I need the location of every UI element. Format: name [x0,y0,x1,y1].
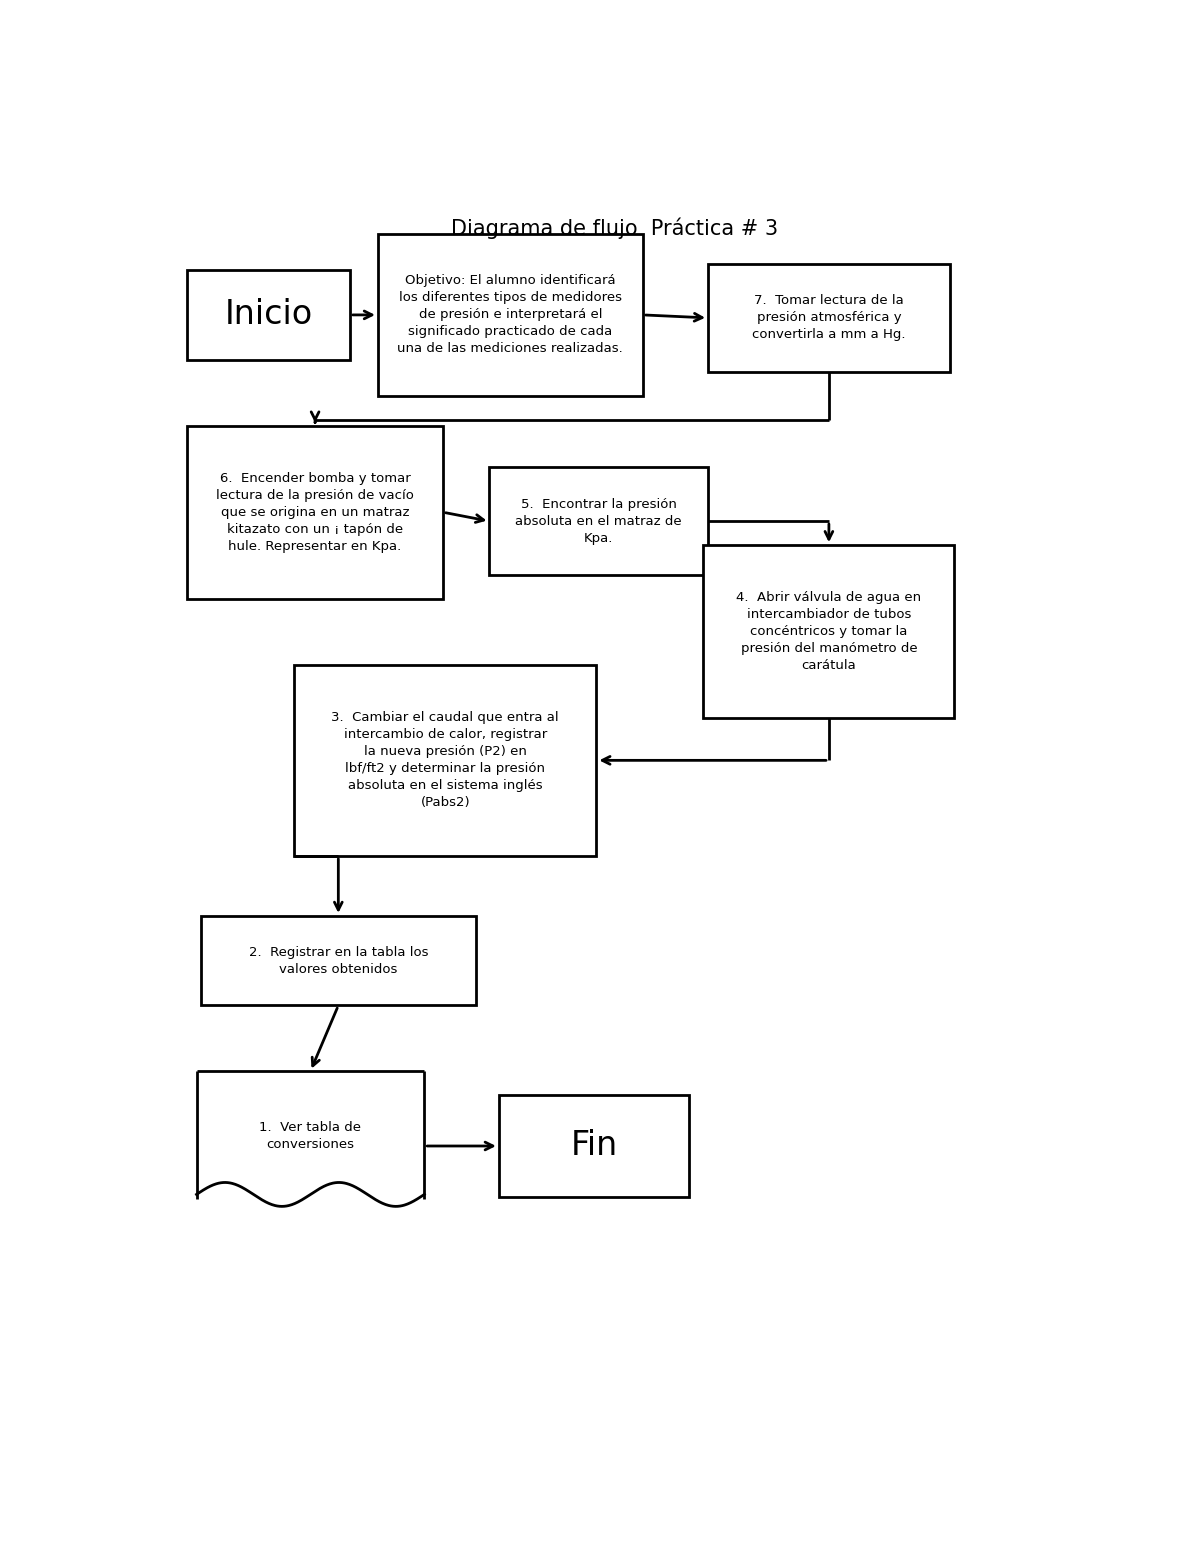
Bar [294,665,596,856]
Bar [187,426,443,599]
Text: Diagrama de flujo  Práctica # 3: Diagrama de flujo Práctica # 3 [451,217,779,239]
Bar [703,545,954,719]
Bar [499,1095,689,1197]
Text: 1.  Ver tabla de
conversiones: 1. Ver tabla de conversiones [259,1121,361,1151]
Text: 3.  Cambiar el caudal que entra al
intercambio de calor, registrar
la nueva pres: 3. Cambiar el caudal que entra al interc… [331,711,559,809]
Bar [187,270,350,360]
Text: Fin: Fin [570,1129,618,1163]
Text: 6.  Encender bomba y tomar
lectura de la presión de vacío
que se origina en un m: 6. Encender bomba y tomar lectura de la … [216,472,414,553]
Bar [708,264,950,371]
Bar [197,1072,425,1199]
Bar [490,467,708,575]
Text: Inicio: Inicio [224,298,313,331]
Bar [202,916,475,1005]
Bar [378,235,643,396]
Bar [197,1191,425,1221]
Text: 5.  Encontrar la presión
absoluta en el matraz de
Kpa.: 5. Encontrar la presión absoluta en el m… [516,497,682,545]
Text: 4.  Abrir válvula de agua en
intercambiador de tubos
concéntricos y tomar la
pre: 4. Abrir válvula de agua en intercambiad… [737,592,922,672]
Text: 2.  Registrar en la tabla los
valores obtenidos: 2. Registrar en la tabla los valores obt… [248,946,428,975]
Text: 7.  Tomar lectura de la
presión atmosférica y
convertirla a mm a Hg.: 7. Tomar lectura de la presión atmosféri… [752,295,906,342]
Text: Objetivo: El alumno identificará
los diferentes tipos de medidores
de presión e : Objetivo: El alumno identificará los dif… [397,275,623,356]
